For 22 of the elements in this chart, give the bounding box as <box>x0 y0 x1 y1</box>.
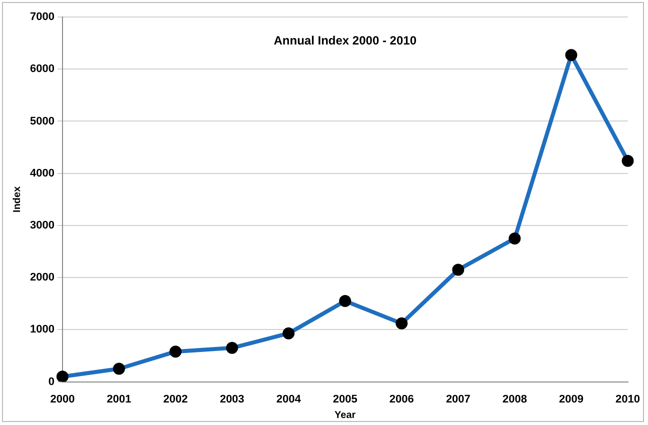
x-tick-label: 2000 <box>50 393 75 406</box>
x-tick-label: 2003 <box>220 393 244 406</box>
y-axis-title: Index <box>12 186 23 212</box>
x-tick-label: 2008 <box>502 393 527 406</box>
x-tick-label: 2006 <box>389 393 414 406</box>
x-tick-label: 2009 <box>558 393 584 406</box>
x-tick-label: 2007 <box>446 393 470 406</box>
y-tick-label: 6000 <box>30 63 54 76</box>
y-tick-label: 3000 <box>30 219 54 232</box>
x-tick-label: 2005 <box>332 393 358 406</box>
y-tick-label: 0 <box>48 376 54 388</box>
text: Annual Index 2000 - 2010 <box>274 33 417 48</box>
x-tick-label: 2001 <box>106 393 132 406</box>
x-tick-label: 2010 <box>616 393 640 406</box>
y-tick-label: 1000 <box>30 324 54 336</box>
y-tick-label: 5000 <box>30 115 54 128</box>
x-tick-label: 2004 <box>276 393 302 406</box>
y-tick-label: 4000 <box>30 167 54 180</box>
y-tick-label: 2000 <box>30 272 54 284</box>
x-axis-title: Year <box>334 410 356 421</box>
y-tick-label: 7000 <box>30 11 54 24</box>
x-tick-label: 2002 <box>163 393 188 406</box>
